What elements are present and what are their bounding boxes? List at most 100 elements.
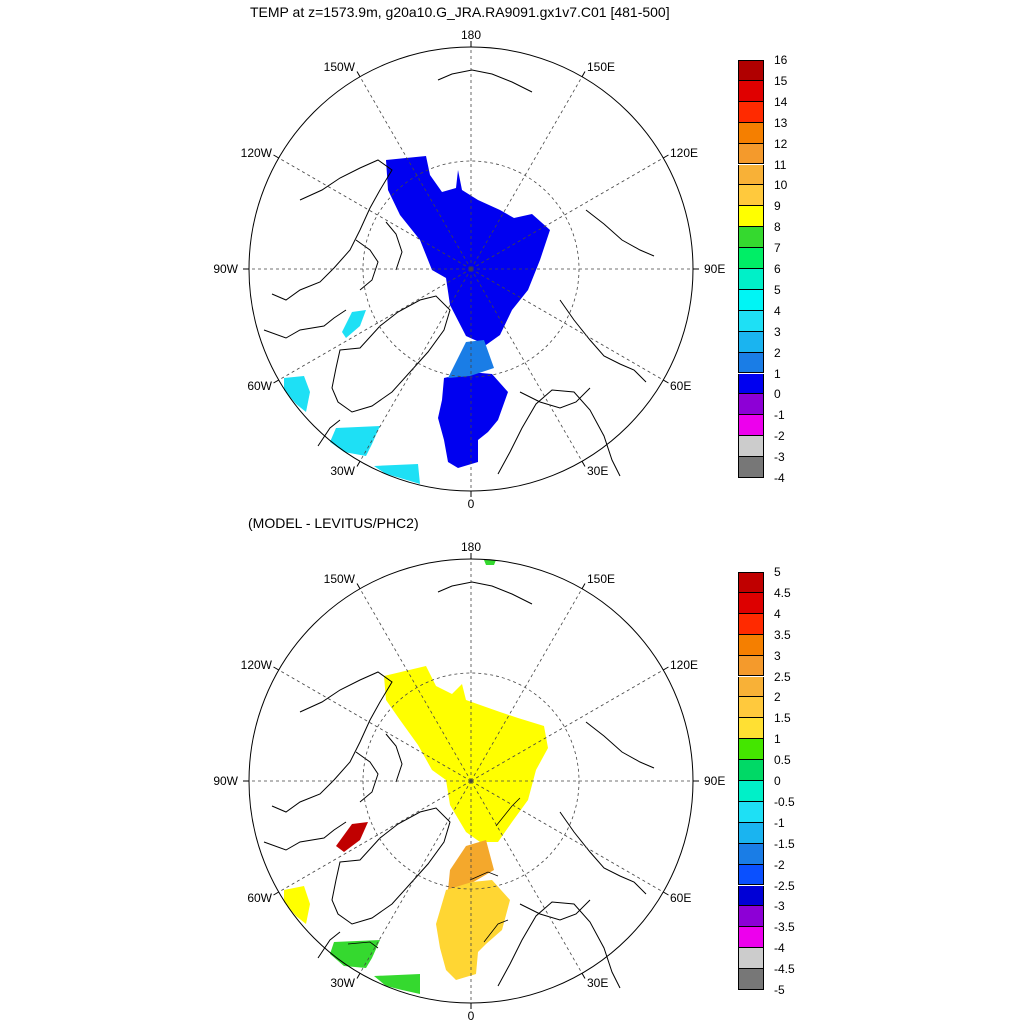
field-contour-0 [469,871,499,881]
field-atlantic-sector [436,880,510,980]
colorbar-label: -4 [774,941,785,956]
colorbar-swatch [738,906,764,928]
colorbar-swatch [738,352,764,374]
colorbar-swatch [738,122,764,144]
colorbar-label: 0 [774,774,781,788]
colorbar-label: 16 [774,53,788,67]
top-map-title: TEMP at z=1573.9m, g20a10.G_JRA.RA9091.g… [250,4,670,20]
colorbar-swatch [738,206,764,228]
field-contour-2 [347,941,379,949]
border-tick [663,891,669,896]
colorbar-label: 5 [774,565,781,579]
colorbar-label: 12 [774,136,788,151]
field-nordic-seas [374,974,420,994]
lon-label-upper-left-150: 150W [324,572,356,586]
meridian-line [278,268,472,381]
border-tick [663,154,669,159]
colorbar-swatch [738,269,764,290]
colorbar-label: -1.5 [774,836,795,851]
border-tick [663,666,669,671]
colorbar-swatch [738,164,764,186]
border-tick [581,583,586,589]
lon-label-upper-right-150: 150E [587,60,615,74]
colorbar-swatch [738,634,764,656]
lon-label-upper-right-150: 150E [587,572,615,586]
coastline-7 [437,69,533,93]
colorbar-label: 4 [774,303,781,318]
field-irminger-sea [330,426,380,456]
colorbar-swatch [738,801,764,823]
colorbar-swatch [738,613,764,635]
colorbar-label: -5 [774,983,785,997]
field-baffin-bay [336,822,368,852]
lon-label-top: 180 [461,540,481,554]
colorbar-swatch [738,885,764,907]
colorbar-label: 2 [774,345,781,360]
bottom-polar-map: 180 0 90W 90E 150W 150E 120W 120E 60W 60E 30W 30E [213,540,725,1023]
colorbar-label: -3 [774,899,785,914]
coastline-8 [519,387,591,409]
field-central-arctic [384,666,548,842]
colorbar-label: 13 [774,115,788,130]
colorbar-label: -2 [774,429,785,444]
lon-label-left: 90W [213,262,238,276]
border-tick [273,379,279,384]
colorbar-swatch [738,843,764,865]
border-tick [356,71,361,77]
colorbar-label: 0 [774,387,781,402]
colorbar-swatch [738,697,764,719]
colorbar-swatch [738,457,764,478]
colorbar-swatch [738,394,764,416]
coastline-4 [497,389,621,477]
colorbar-swatch [738,592,764,614]
colorbar-swatch [738,655,764,677]
field-bering-strait [484,560,496,565]
border-tick [581,71,586,77]
coastline-3 [317,419,341,447]
lon-label-right: 90E [704,262,725,276]
coastline-6 [585,209,655,257]
colorbar-label: 3.5 [774,627,791,642]
field-baffin-bay [342,310,366,338]
meridian-line [470,157,664,270]
meridian-line [359,268,472,462]
meridian-line [278,780,472,893]
field-atlantic-sector [438,372,508,468]
meridian-line [470,780,664,893]
colorbar-label: 0.5 [774,753,791,768]
colorbar-swatch [738,572,764,593]
colorbar-label: -0.5 [774,794,795,809]
coastline-3 [317,931,341,959]
colorbar-label: 1.5 [774,711,791,726]
coastline-6 [585,721,655,769]
lon-label-upper-left-120: 120W [241,146,273,160]
lon-label-left: 90W [213,774,238,788]
colorbar-label: -4.5 [774,962,795,977]
colorbar-swatch [738,331,764,353]
field-contour-3 [495,797,521,827]
meridian-line [278,157,472,270]
graticule [249,47,693,491]
colorbar-label: 7 [774,241,781,256]
meridian-line [470,76,583,270]
field-nordic-seas [374,464,420,484]
colorbar-label: 8 [774,220,781,235]
coastline-5 [559,811,647,895]
colorbar-swatch [738,289,764,311]
meridian-line [470,669,664,782]
colorbar-label: 9 [774,199,781,214]
coastline-4 [497,901,621,989]
colorbar-label: -3.5 [774,920,795,935]
coastline-2 [331,295,451,413]
lon-label-right: 90E [704,774,725,788]
colorbar-label: -3 [774,450,785,465]
border-tick [273,891,279,896]
field-central-arctic [386,156,550,345]
meridian-line [359,780,472,974]
coastline-8 [519,899,591,921]
colorbar-label: 1 [774,366,781,381]
colorbar-label: 3 [774,324,781,339]
lon-label-lower-left-30: 30W [330,976,355,990]
coastline-5 [559,299,647,383]
border-tick [356,461,361,467]
